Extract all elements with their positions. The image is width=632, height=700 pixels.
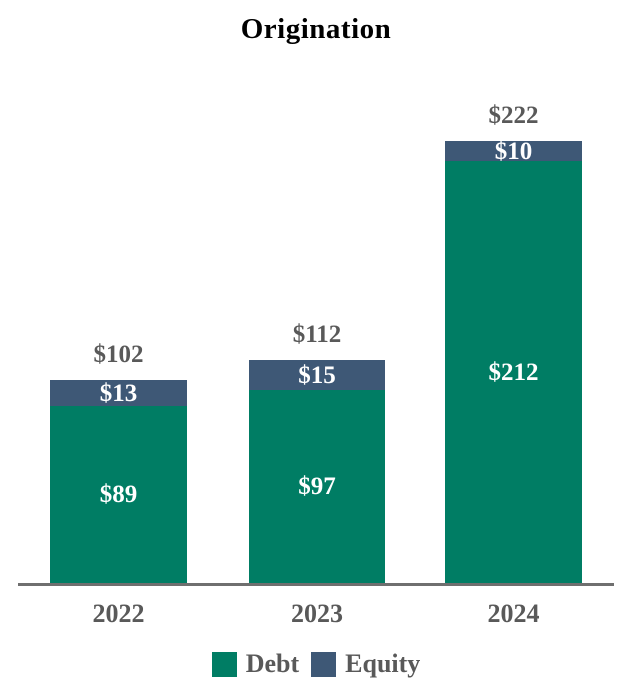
debt-color-swatch — [211, 651, 237, 677]
legend-item-equity: Equity — [311, 651, 420, 677]
legend-label-debt: Debt — [245, 649, 300, 678]
chart-title: Origination — [240, 13, 392, 45]
debt-segment-2024: $212 — [445, 161, 582, 583]
equity-color-swatch — [311, 651, 337, 677]
equity-value-label-2023: $15 — [298, 361, 336, 389]
legend-label-equity: Equity — [345, 649, 421, 678]
debt-segment-2022: $89 — [50, 406, 187, 583]
legend: Debt Equity — [0, 651, 632, 677]
x-axis-label-2023: 2023 — [291, 599, 343, 628]
equity-segment-2024: $10 — [445, 137, 582, 165]
legend-item-debt: Debt — [211, 649, 300, 678]
bar-2023: $112 $15 $97 — [249, 322, 385, 583]
debt-value-label-2024: $212 — [488, 358, 539, 386]
total-label-2022: $102 — [93, 341, 144, 368]
debt-value-label-2023: $97 — [298, 473, 336, 500]
x-axis-label-2022: 2022 — [92, 599, 145, 628]
total-label-2023: $112 — [292, 321, 342, 348]
equity-value-label-2022: $13 — [99, 379, 138, 407]
equity-segment-2022: $13 — [50, 380, 187, 406]
x-axis-line — [18, 583, 614, 586]
total-label-2024: $222 — [488, 102, 539, 129]
x-axis-label-2024: 2024 — [487, 599, 540, 628]
bar-2024: $222 $10 $212 — [445, 103, 582, 583]
debt-segment-2023: $97 — [249, 390, 385, 583]
debt-value-label-2022: $89 — [99, 481, 138, 508]
equity-segment-2023: $15 — [249, 360, 385, 390]
bar-2022: $102 $13 $89 — [50, 342, 187, 583]
equity-value-label-2024: $10 — [494, 137, 533, 165]
